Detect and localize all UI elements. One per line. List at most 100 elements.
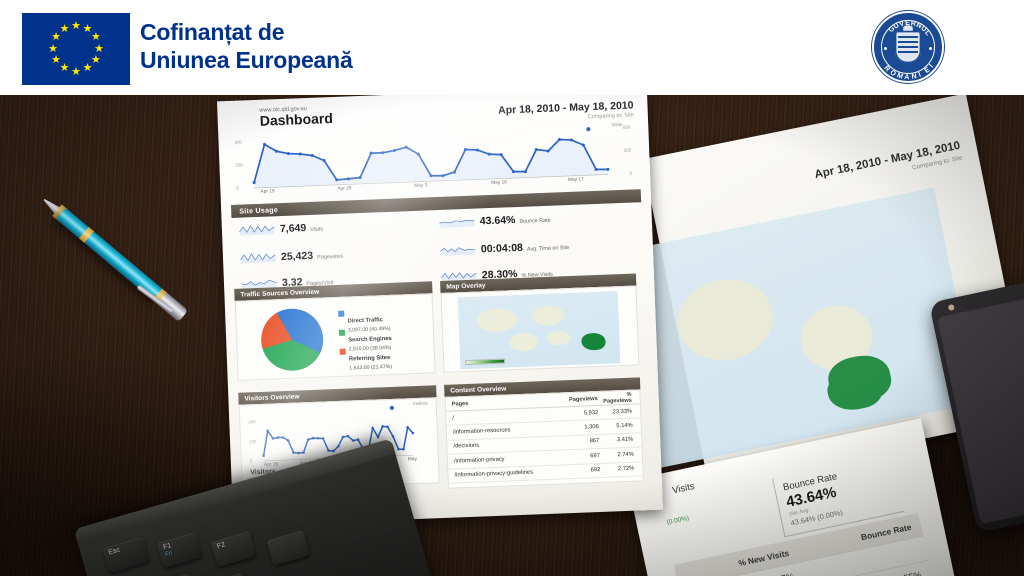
visits-x-tick: Apr 26 [337,186,352,192]
visits-x-tick: May 10 [491,180,508,186]
visits-legend-label: Visits [611,121,623,128]
visits-data-point [298,152,302,156]
visits-data-point [512,170,516,174]
visits-data-point [310,153,314,157]
visitors-x-tick: May [407,456,418,463]
legend-swatch [338,329,346,336]
traffic-sources-panel: Direct Traffic 3,097.00 (40.49%) Search En… [234,293,436,381]
visitors-data-point [332,449,335,453]
visitors-data-point [381,425,384,428]
eu-star: ★ [59,62,70,75]
visitors-data-point [286,439,290,442]
dashboard-title: Dashboard [259,109,334,129]
visits-data-point [358,176,362,180]
visits-data-point [381,151,385,155]
visits-data-point [416,152,420,156]
cell-pageviews: 1,306 [584,424,599,431]
legend-name: Search Engines [348,335,392,344]
cell-pct: 3.41% [616,437,634,444]
visits-chart-svg [252,137,610,189]
eu-star: ★ [51,31,62,43]
eu-text-line1: Cofinanțat de [140,19,285,45]
visits-data-point [569,138,573,142]
visits-y-tick-right: 0 [629,170,633,176]
key-esc-label: Esc [107,546,121,557]
key-f2[interactable]: F2 [210,531,257,568]
pen-center-ring [78,226,94,243]
cell-page: / [452,415,455,422]
world-map-graphic [457,291,621,370]
cell-pageviews: 5,932 [583,409,599,417]
visits-data-point [546,149,550,153]
key-esc[interactable]: Esc [102,536,150,574]
visits-data-point [441,174,445,178]
visitors-data-point [397,447,400,451]
visits-data-point [369,151,373,155]
visitors-data-point [376,435,380,439]
metric-label: Visits [310,225,324,233]
visitors-data-point [411,431,415,435]
legend-swatch [338,310,345,317]
visitors-data-point [292,451,295,454]
visitors-data-point [306,438,310,441]
visits-x-tick: Apr 19 [260,189,275,195]
visitors-data-point [371,426,374,430]
doc2-australia-highlight [824,350,895,409]
seal-inner-ring [881,20,935,74]
metric-visits: 7,649 Visits [238,221,324,236]
metric-label: Bounce Rate [519,217,551,225]
visitors-data-point [356,438,360,441]
eu-text-line2: Uniunea Europeană [140,47,353,74]
dashboard-comparing-label: Comparing to: Site [587,112,634,121]
metric-sparkline [239,225,275,236]
visitors-data-point [266,429,269,433]
visits-y-tick-right: 250 [623,147,632,153]
funding-banner: ★ ★ ★ ★ ★ ★ ★ ★ ★ ★ ★ ★ Cofinanțat de Uniunea Europ… [0,0,1024,95]
doc3-visits-label: Visits [671,480,696,497]
eu-star: ★ [82,22,93,35]
eu-star: ★ [71,65,81,78]
visits-data-point [335,178,339,182]
eu-star: ★ [94,42,104,55]
map-color-legend [465,358,506,366]
cell-pct: 5.14% [616,422,633,430]
visits-data-point [606,167,610,171]
cell-pct: 2.72% [617,465,635,473]
eu-flag: ★ ★ ★ ★ ★ ★ ★ ★ ★ ★ ★ ★ [22,13,130,85]
legend-name: Referring Sites [348,354,391,363]
visits-data-point [346,177,350,181]
col-pages: Pages [451,400,469,408]
visitors-data-point [351,439,355,442]
visits-area-fill [254,139,609,189]
visits-data-point [262,142,266,146]
metric-value: 43.64% [479,213,516,227]
visits-data-point [429,174,433,178]
eu-star: ★ [59,22,70,35]
metric-sparkline [440,247,476,256]
key-f1-fn-label: Fn [164,550,174,558]
key-f1[interactable]: F1 Fn [156,531,203,569]
key-f3[interactable] [266,530,311,566]
visits-x-tick: May 3 [414,183,428,189]
visitors-legend-label: Visitors [412,400,428,407]
visitors-data-point [321,437,325,440]
key-row2-b[interactable] [205,572,249,576]
visits-data-point [252,181,256,185]
visitors-y-tick: 0 [249,458,253,464]
visits-x-axis [254,174,609,189]
visitors-data-point [316,436,320,440]
cell-pct: 2.74% [617,451,634,459]
visitors-data-point [311,436,315,440]
visits-y-tick: 500 [234,139,243,145]
visits-y-tick-right: 500 [622,124,631,130]
visitors-legend-marker [389,405,394,410]
legend-name: Direct Traffic [347,317,384,325]
col-pct-pageviews: % Pageviews [603,391,632,405]
key-f2-label: F2 [216,541,227,551]
cell-pageviews: 697 [590,452,601,460]
metric-label: Pageviews [317,253,344,261]
metric-sparkline [240,253,276,264]
eu-star: ★ [82,62,93,75]
metric-value: 7,649 [279,221,307,235]
visitors-data-point [341,435,345,439]
